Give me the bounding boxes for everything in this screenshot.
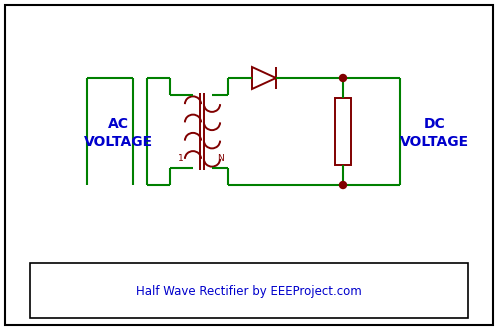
Circle shape	[340, 182, 347, 188]
Text: DC: DC	[424, 116, 446, 130]
Text: 1: 1	[178, 154, 184, 163]
Text: VOLTAGE: VOLTAGE	[400, 135, 470, 148]
Circle shape	[340, 75, 347, 82]
Bar	[335, 98, 351, 165]
Text: N: N	[217, 154, 224, 163]
Text: VOLTAGE: VOLTAGE	[84, 135, 152, 148]
Text: AC: AC	[108, 116, 128, 130]
Bar	[30, 263, 468, 318]
Text: Half Wave Rectifier by EEEProject.com: Half Wave Rectifier by EEEProject.com	[136, 284, 362, 298]
